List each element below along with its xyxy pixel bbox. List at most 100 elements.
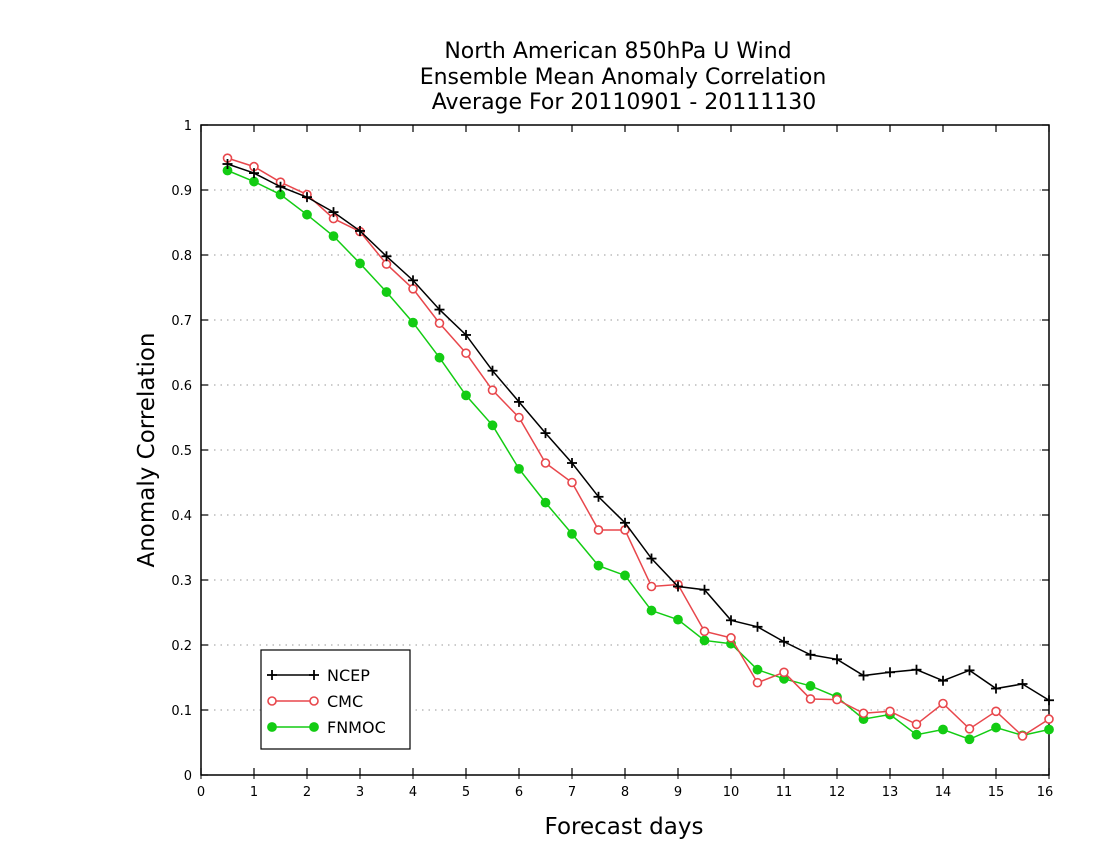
data-point	[1044, 695, 1054, 706]
data-point	[991, 683, 1001, 694]
x-tick-label: 8	[621, 785, 629, 800]
data-point	[540, 497, 551, 508]
x-tick-label: 15	[988, 785, 1005, 800]
data-point	[805, 694, 816, 704]
data-point	[593, 525, 604, 535]
data-point	[779, 667, 789, 678]
x-tick-label: 9	[674, 785, 682, 800]
data-point	[593, 491, 604, 502]
x-tick-label: 6	[515, 785, 523, 800]
data-point	[461, 390, 471, 401]
legend-box	[260, 649, 411, 750]
title-line-2: Ensemble Mean Anomaly Correlation	[420, 65, 827, 90]
data-point	[752, 664, 763, 675]
data-point	[328, 207, 339, 218]
legend-entry-fnmoc: FNMOC	[267, 718, 386, 737]
data-point	[885, 706, 895, 717]
data-point	[309, 722, 319, 732]
data-point	[991, 722, 1001, 733]
data-point	[267, 670, 277, 680]
data-point	[858, 708, 869, 719]
data-point	[726, 615, 736, 626]
data-point	[964, 665, 975, 676]
data-point	[514, 463, 524, 474]
data-point	[302, 192, 312, 203]
title-line-1: North American 850hPa U Wind	[444, 39, 791, 64]
data-point	[938, 675, 948, 686]
x-tick-label: 0	[197, 785, 205, 800]
data-point	[408, 275, 418, 286]
data-point	[699, 635, 710, 646]
data-point	[434, 318, 445, 329]
data-point	[699, 584, 710, 595]
data-point	[832, 694, 842, 705]
series-line	[227, 157, 1050, 737]
x-tick-label: 3	[356, 785, 364, 800]
data-point	[673, 614, 683, 625]
x-tick-label: 4	[409, 785, 417, 800]
x-axis-label: Forecast days	[545, 814, 704, 840]
chart-title: North American 850hPa U Wind Ensemble Me…	[420, 39, 827, 115]
data-point	[673, 581, 683, 592]
data-point	[381, 287, 392, 297]
data-point	[309, 696, 319, 706]
x-tick-label: 7	[568, 785, 576, 800]
x-tick-label: 14	[935, 785, 952, 800]
data-point	[911, 719, 922, 730]
y-tick-label: 0.4	[171, 509, 192, 524]
x-tick-label: 11	[776, 785, 793, 800]
data-point	[309, 670, 319, 680]
x-tick-label: 1	[250, 785, 258, 800]
data-point	[567, 528, 577, 539]
data-point	[408, 317, 418, 328]
data-point	[805, 681, 816, 691]
data-point	[646, 553, 657, 564]
y-tick-label: 1	[184, 119, 192, 134]
legend: NCEP CMC FNMOC	[260, 649, 411, 750]
data-point	[487, 420, 498, 431]
data-point	[726, 633, 736, 643]
data-point	[540, 428, 551, 439]
data-point	[1044, 724, 1054, 735]
y-tick-label: 0.7	[171, 314, 192, 329]
data-point	[964, 734, 975, 745]
title-line-3: Average For 20110901 - 20111130	[432, 90, 817, 115]
data-point	[1017, 731, 1028, 741]
grid-lines	[201, 189, 1049, 711]
data-point	[461, 329, 471, 340]
y-tick-label: 0.3	[171, 574, 192, 589]
data-point	[991, 706, 1001, 717]
data-point	[911, 729, 922, 740]
y-tick-label: 0.5	[171, 444, 192, 459]
data-point	[302, 209, 312, 220]
plot-frame	[200, 124, 1050, 776]
data-point	[832, 654, 842, 665]
data-point	[434, 304, 445, 315]
data-point	[752, 677, 763, 688]
axis-ticks: 00.10.20.30.40.50.60.70.80.910 1 2 3 4 5 6 7 8 9 1…	[171, 119, 1053, 800]
y-tick-label: 0.8	[171, 249, 192, 264]
data-point	[779, 636, 789, 647]
data-point	[222, 159, 233, 169]
data-point	[355, 258, 365, 269]
data-point	[1017, 679, 1028, 689]
legend-entry-ncep: NCEP	[267, 666, 370, 685]
series-ncep	[222, 159, 1054, 706]
data-point	[885, 667, 895, 678]
data-point	[249, 168, 259, 179]
data-point	[249, 176, 259, 187]
data-point	[646, 605, 657, 616]
y-tick-label: 0	[184, 769, 192, 784]
x-tick-label: 16	[1037, 785, 1054, 800]
data-point	[540, 458, 551, 468]
y-axis-label: Anomaly Correlation	[134, 332, 160, 567]
y-tick-label: 0.2	[171, 639, 192, 654]
data-point	[275, 181, 286, 192]
data-point	[938, 698, 948, 709]
y-tick-label: 0.6	[171, 379, 192, 394]
y-tick-label: 0.1	[171, 704, 192, 719]
data-point	[699, 626, 710, 637]
data-point	[858, 670, 869, 681]
data-point	[328, 231, 339, 242]
